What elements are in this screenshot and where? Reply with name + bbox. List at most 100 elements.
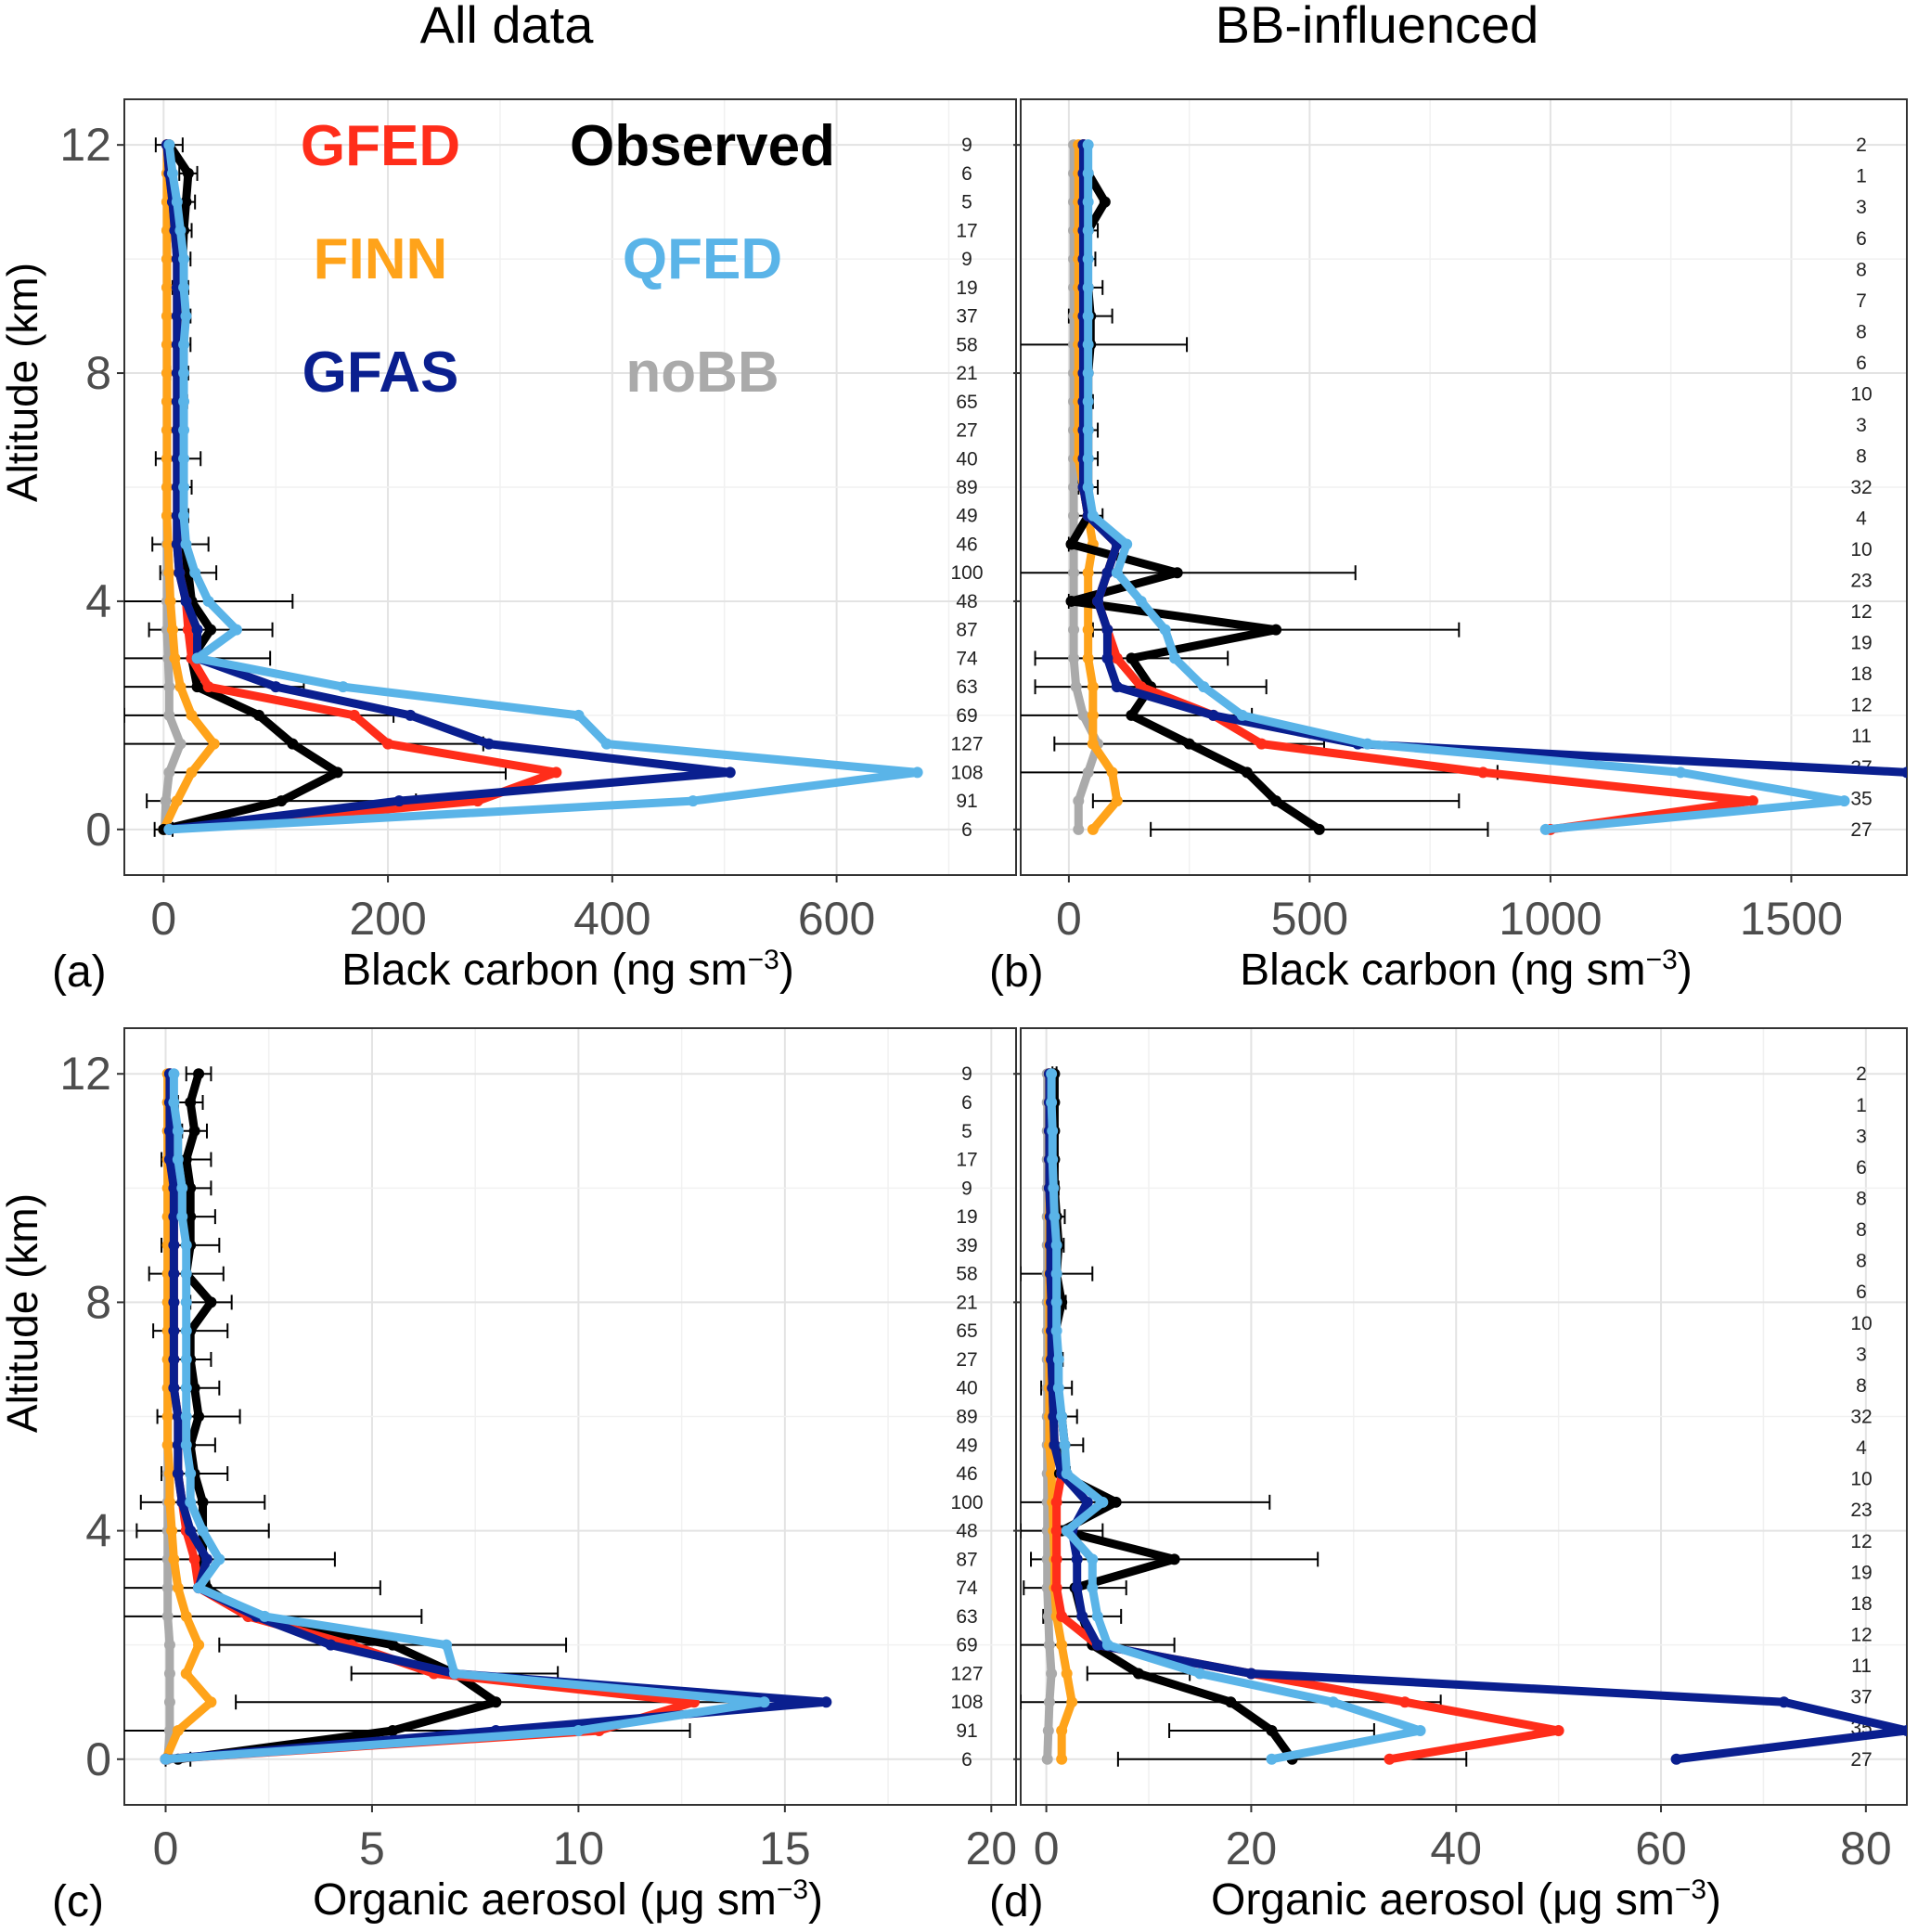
sample-count: 40: [956, 1378, 977, 1399]
data-point: [180, 1153, 192, 1166]
data-point: [174, 681, 187, 693]
data-point: [200, 1553, 212, 1565]
series-group-b: [1021, 139, 1907, 837]
data-point: [1071, 1553, 1083, 1565]
data-point: [1361, 738, 1373, 750]
data-point: [393, 795, 405, 807]
data-point: [168, 1296, 180, 1308]
sample-count: 8: [1856, 1219, 1867, 1241]
data-point: [185, 1097, 197, 1109]
data-point: [197, 1525, 209, 1537]
data-point: [163, 1125, 175, 1137]
sample-count: 11: [1851, 1655, 1872, 1677]
data-point: [161, 1410, 174, 1423]
data-point: [1056, 1639, 1068, 1651]
data-point: [1266, 1724, 1278, 1736]
data-point: [441, 1639, 453, 1651]
data-point: [205, 1296, 217, 1308]
panel-label-a: (a): [52, 947, 107, 997]
data-point: [169, 652, 181, 664]
data-point: [573, 709, 585, 721]
sample-count: 8: [1856, 1189, 1867, 1210]
data-point: [1087, 1582, 1099, 1594]
sample-count: 6: [961, 1749, 972, 1771]
data-point: [161, 453, 173, 465]
sample-count: 12: [1850, 601, 1872, 623]
data-point: [1168, 1553, 1180, 1565]
data-point: [1126, 652, 1138, 664]
legend-observed: Observed: [569, 114, 836, 178]
data-point: [186, 766, 198, 779]
data-point: [1746, 795, 1758, 807]
sample-count: 21: [956, 1292, 977, 1313]
data-point: [1270, 795, 1282, 807]
data-point: [1082, 395, 1094, 407]
data-point: [168, 1068, 180, 1080]
data-point: [180, 1410, 192, 1423]
data-point: [1270, 624, 1282, 636]
data-point: [1778, 1696, 1790, 1708]
panel-label-b: (b): [989, 947, 1044, 997]
data-point: [205, 1696, 217, 1708]
sample-count: 8: [1856, 321, 1867, 342]
data-point: [1384, 1753, 1396, 1765]
data-point: [1050, 1525, 1062, 1537]
data-point: [1101, 1639, 1113, 1651]
data-point: [168, 1325, 180, 1337]
data-point: [1042, 1610, 1054, 1622]
x-axis-label-a: Black carbon (ng sm−3): [341, 945, 794, 995]
sample-count: 8: [1856, 1251, 1867, 1272]
sample-count: 63: [956, 676, 977, 698]
data-point: [178, 339, 190, 351]
sample-count: 11: [1851, 726, 1872, 747]
data-point: [172, 1724, 184, 1736]
data-point: [180, 1353, 192, 1365]
y-tick-label: 0: [85, 804, 111, 856]
data-point: [1236, 709, 1248, 721]
data-point: [202, 681, 214, 693]
data-point: [178, 424, 190, 436]
data-point: [174, 567, 186, 579]
sample-count: 108: [950, 762, 983, 783]
data-point: [171, 538, 183, 550]
data-point: [1198, 681, 1210, 693]
y-tick-label: 0: [85, 1733, 111, 1785]
data-point: [161, 1582, 174, 1594]
column-title-bb-influenced: BB-influenced: [1215, 0, 1539, 54]
data-point: [193, 1068, 205, 1080]
sample-count: 19: [1850, 1562, 1872, 1583]
data-point: [178, 482, 190, 493]
data-point: [168, 1382, 180, 1394]
data-point: [1082, 367, 1094, 380]
data-point: [182, 624, 194, 636]
data-point: [185, 1525, 197, 1537]
sample-count: 21: [956, 363, 977, 384]
data-point: [213, 1553, 225, 1565]
data-point: [161, 424, 173, 436]
data-point: [1046, 1468, 1058, 1480]
data-point: [287, 738, 299, 750]
data-point: [162, 538, 174, 550]
data-point: [168, 1553, 180, 1565]
data-point: [172, 1410, 184, 1423]
data-point: [180, 1439, 192, 1451]
sample-count: 69: [956, 1635, 977, 1656]
data-point: [1068, 509, 1080, 522]
data-point: [1050, 1296, 1062, 1308]
x-axis-label-c: Organic aerosol (μg sm−3): [312, 1874, 824, 1925]
data-point: [1048, 1410, 1060, 1423]
data-point: [325, 1639, 337, 1651]
data-point: [205, 624, 217, 636]
sample-count: 35: [1850, 788, 1872, 809]
data-point: [180, 1296, 192, 1308]
data-point: [1111, 567, 1123, 579]
data-point: [160, 795, 172, 807]
sample-count: 65: [956, 1320, 977, 1342]
y-tick-label: 8: [85, 1276, 111, 1328]
data-point: [1901, 1724, 1907, 1736]
data-point: [166, 1525, 178, 1537]
panel-border-a: [123, 98, 1017, 876]
data-point: [176, 1211, 188, 1223]
data-point: [193, 1582, 205, 1594]
